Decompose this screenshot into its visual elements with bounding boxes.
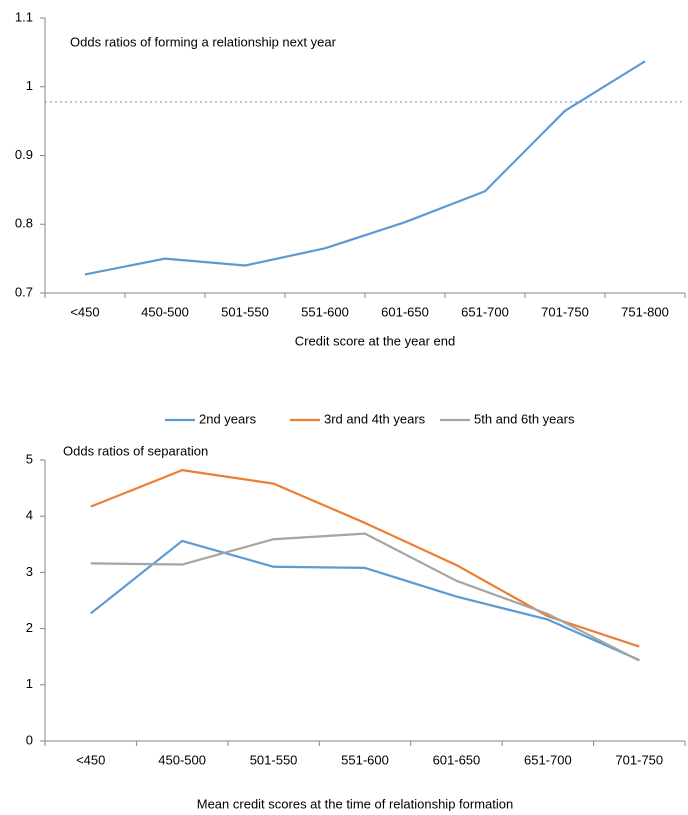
y-tick-label: 2 [26,620,33,635]
annotation: Odds ratios of forming a relationship ne… [70,34,337,49]
y-tick-label: 5 [26,451,33,466]
data-line [90,539,640,662]
x-tick-label: 651-700 [461,304,509,319]
y-tick-label: 1 [26,78,33,93]
annotation: Odds ratios of separation [63,443,208,458]
data-line [90,469,640,648]
legend-label: 2nd years [199,411,257,426]
x-tick-label: 701-750 [541,304,589,319]
x-tick-label: 450-500 [158,752,206,767]
data-line [90,532,640,662]
x-tick-label: 701-750 [615,752,663,767]
x-axis-title: Mean credit scores at the time of relati… [197,796,513,811]
x-tick-label: 551-600 [341,752,389,767]
y-tick-label: 1.1 [15,9,33,24]
legend-label: 3rd and 4th years [324,411,426,426]
x-tick-label: 651-700 [524,752,572,767]
data-line [84,60,646,276]
x-tick-label: 501-550 [250,752,298,767]
x-tick-label: 450-500 [141,304,189,319]
y-tick-label: 0 [26,732,33,747]
x-tick-label: 601-650 [381,304,429,319]
x-axis-title: Credit score at the year end [295,333,455,348]
x-tick-label: <450 [70,304,99,319]
x-tick-label: 501-550 [221,304,269,319]
y-tick-label: 0.9 [15,147,33,162]
y-tick-label: 4 [26,508,33,523]
y-tick-label: 0.7 [15,284,33,299]
y-tick-label: 0.8 [15,216,33,231]
x-tick-label: 751-800 [621,304,669,319]
x-tick-label: <450 [76,752,105,767]
x-tick-label: 551-600 [301,304,349,319]
y-tick-label: 3 [26,564,33,579]
y-tick-label: 1 [26,676,33,691]
x-tick-label: 601-650 [433,752,481,767]
legend-label: 5th and 6th years [474,411,575,426]
